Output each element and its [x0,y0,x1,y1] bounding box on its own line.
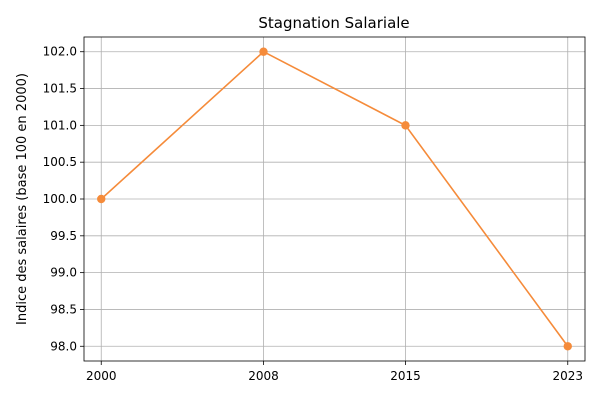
data-point [563,342,572,351]
y-tick-label: 101.0 [43,118,77,132]
plot-frame [83,36,586,362]
y-tick-label: 98.5 [50,302,77,316]
y-tick-label: 99.5 [50,229,77,243]
y-tick-label: 98.0 [50,339,77,353]
y-tick-label: 100.0 [43,192,77,206]
grid [84,37,585,361]
axes: 2000 2008 2015 2023 98.0 98.5 99.0 99.5 100.0 100… [43,36,586,383]
x-tick-label: 2000 [86,369,117,383]
data-point [97,194,106,204]
data-point [401,121,410,130]
series-layer [97,47,572,351]
x-tick-label: 2023 [552,369,583,383]
x-tick-label: 2015 [390,369,421,383]
y-axis-label: Indice des salaires (base 100 en 2000) [15,73,30,325]
y-tick-label: 100.5 [43,155,77,169]
y-tick-label: 99.0 [50,266,77,280]
data-point [259,47,268,56]
y-tick-label: 101.5 [43,82,77,96]
x-tick-label: 2008 [248,369,279,383]
series-line [100,50,569,347]
chart-title: Stagnation Salariale [258,14,409,32]
y-tick-label: 102.0 [43,45,77,59]
